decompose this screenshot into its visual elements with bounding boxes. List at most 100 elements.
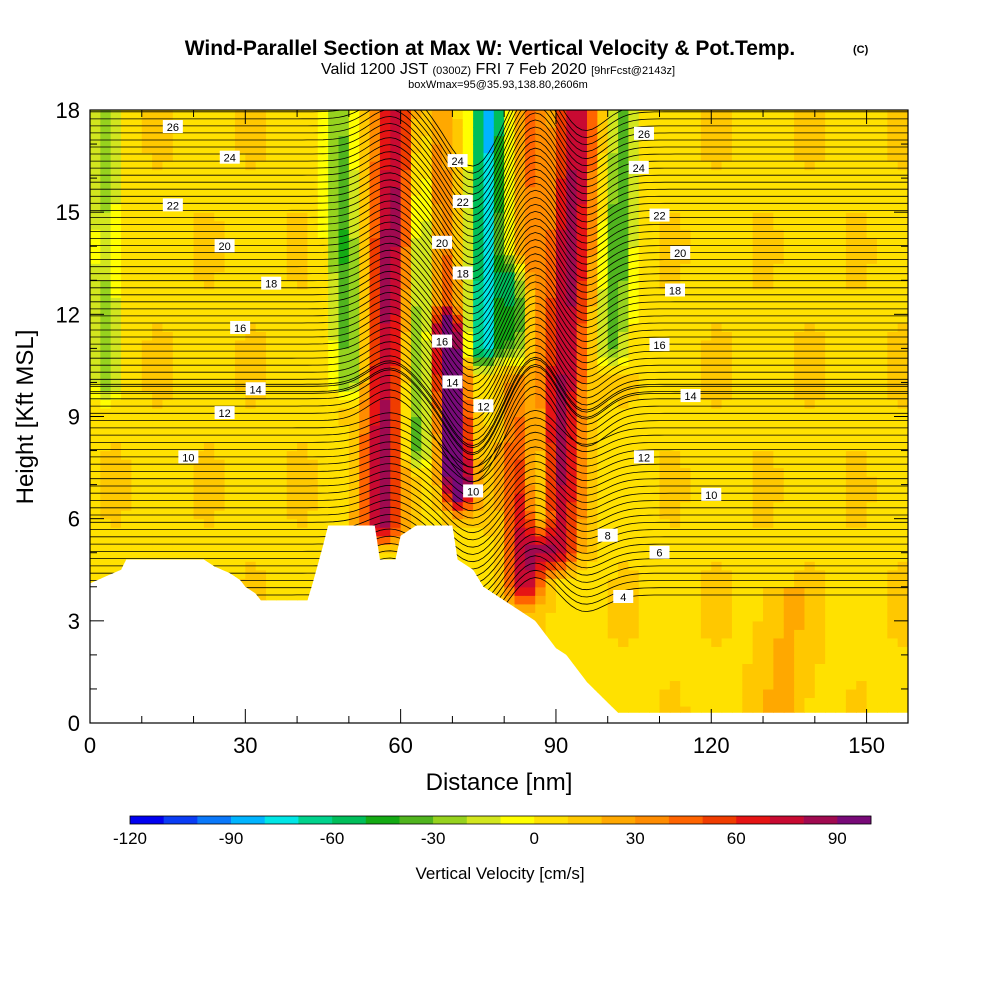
w-cell (307, 493, 319, 503)
w-cell (183, 110, 195, 120)
w-cell (266, 501, 277, 511)
w-cell (452, 459, 464, 469)
w-cell (286, 416, 298, 426)
w-cell (752, 629, 764, 639)
w-cell (234, 476, 246, 486)
w-cell (638, 697, 650, 707)
w-cell (121, 399, 133, 409)
w-cell (400, 527, 412, 537)
w-cell (618, 118, 630, 128)
w-cell (473, 127, 485, 137)
w-cell (535, 263, 547, 273)
w-cell (131, 390, 143, 401)
w-cell (493, 127, 505, 137)
w-cell (783, 152, 795, 162)
w-cell (431, 229, 443, 239)
w-cell (369, 339, 381, 349)
w-cell (400, 425, 412, 435)
w-cell (141, 152, 153, 162)
w-cell (794, 161, 806, 171)
w-cell (597, 144, 609, 154)
w-cell (245, 118, 257, 128)
w-cell (576, 561, 588, 571)
w-cell (110, 186, 122, 196)
w-cell (183, 314, 195, 324)
w-cell (255, 467, 267, 477)
w-cell (545, 620, 557, 630)
w-cell (638, 297, 650, 307)
w-cell (763, 416, 774, 426)
w-cell (369, 297, 381, 307)
w-cell (359, 407, 371, 418)
w-cell (587, 322, 598, 332)
w-cell (638, 544, 650, 554)
w-cell (566, 110, 578, 120)
w-cell (286, 501, 298, 511)
w-cell (638, 118, 650, 128)
w-cell (555, 161, 567, 171)
w-cell (700, 178, 712, 188)
w-cell (680, 646, 692, 656)
w-cell (680, 637, 692, 647)
w-cell (535, 322, 547, 332)
w-cell (638, 705, 650, 713)
w-cell (203, 390, 215, 401)
w-cell (483, 271, 495, 281)
w-cell (121, 493, 133, 503)
w-cell (576, 135, 588, 145)
w-cell (711, 229, 723, 239)
w-cell (731, 237, 743, 247)
w-cell (783, 705, 795, 713)
w-cell (711, 288, 723, 298)
w-cell (628, 425, 640, 435)
w-cell (721, 467, 733, 477)
w-cell (390, 390, 402, 401)
w-cell (628, 390, 640, 401)
w-cell (659, 169, 671, 179)
w-cell (659, 390, 671, 401)
w-cell (421, 280, 433, 290)
w-cell (566, 373, 578, 384)
w-cell (100, 569, 112, 579)
w-cell (794, 399, 806, 409)
w-cell (483, 552, 495, 562)
w-cell (390, 382, 402, 392)
w-cell (338, 144, 350, 154)
w-cell (731, 501, 743, 511)
w-cell (421, 450, 433, 460)
w-cell (773, 390, 785, 401)
w-cell (483, 450, 495, 460)
w-cell (680, 314, 692, 324)
w-cell (545, 178, 557, 188)
w-cell (359, 178, 371, 188)
w-cell (121, 433, 133, 443)
w-cell (90, 212, 101, 222)
w-cell (763, 450, 774, 460)
w-cell (203, 527, 215, 537)
w-cell (359, 365, 371, 375)
w-cell (90, 476, 101, 486)
w-cell (100, 203, 112, 213)
w-cell (773, 671, 785, 682)
w-cell (110, 288, 122, 298)
w-cell (121, 322, 133, 332)
w-cell (162, 407, 174, 418)
w-cell (700, 629, 712, 639)
w-cell (680, 118, 692, 128)
w-cell (742, 459, 754, 469)
w-cell (473, 297, 485, 307)
w-cell (504, 161, 516, 171)
w-cell (628, 246, 640, 256)
w-cell (742, 271, 754, 281)
w-cell (379, 416, 391, 426)
w-cell (524, 442, 536, 452)
w-cell (783, 620, 795, 630)
w-cell (328, 297, 340, 307)
w-cell (773, 152, 785, 162)
w-cell (121, 331, 133, 341)
w-cell (421, 195, 433, 205)
w-cell (742, 595, 754, 605)
w-cell (731, 399, 743, 409)
w-cell (266, 399, 277, 409)
w-cell (690, 127, 702, 137)
